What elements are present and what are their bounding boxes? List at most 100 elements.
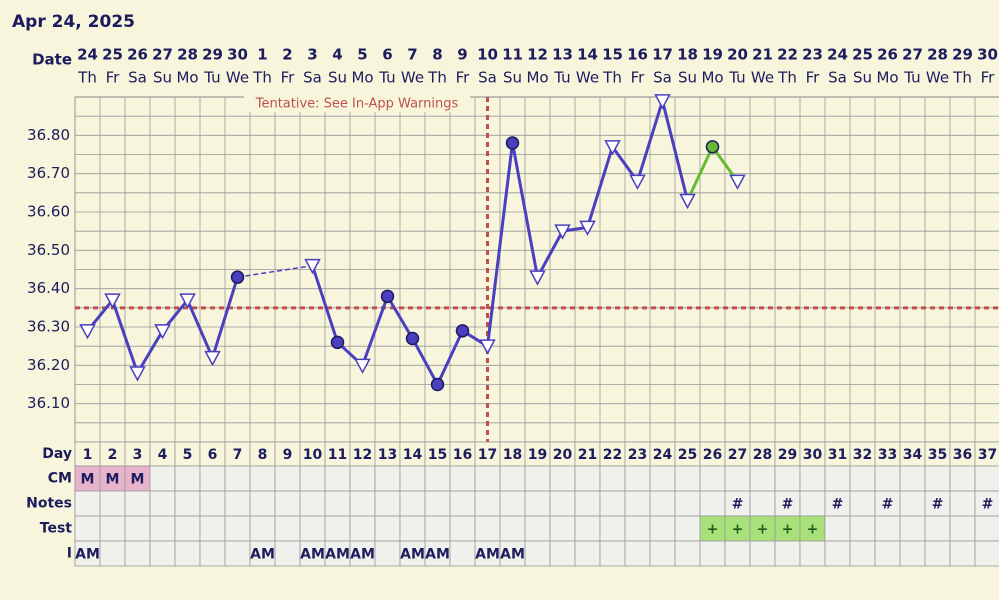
temp-point bbox=[179, 293, 196, 309]
date-label: 28 bbox=[927, 46, 948, 64]
cell-text: # bbox=[982, 497, 994, 513]
line-segment bbox=[586, 146, 614, 228]
table-cell bbox=[949, 465, 976, 492]
table-cell bbox=[374, 515, 401, 542]
table-cell bbox=[899, 540, 926, 567]
date-label: 26 bbox=[127, 46, 148, 64]
date-label: 25 bbox=[102, 46, 123, 64]
table-cell bbox=[824, 515, 851, 542]
weekday-label: Mo bbox=[351, 69, 373, 87]
table-cell bbox=[749, 490, 776, 517]
weekday-label: Fr bbox=[806, 69, 821, 87]
cell-text: 16 bbox=[453, 447, 472, 463]
table-cell bbox=[349, 490, 376, 517]
cell-text: 4 bbox=[158, 447, 168, 463]
cell-text: 12 bbox=[353, 447, 372, 463]
table-cell bbox=[174, 540, 201, 567]
table-cell bbox=[174, 465, 201, 492]
weekday-label: Th bbox=[777, 69, 797, 87]
temp-point bbox=[679, 193, 696, 210]
row-label: I bbox=[67, 546, 72, 562]
line-segment bbox=[111, 299, 139, 374]
chart-date-title: Apr 24, 2025 bbox=[12, 12, 135, 32]
table-cell bbox=[299, 465, 326, 492]
date-label: 10 bbox=[477, 46, 498, 64]
weekday-label: Fr bbox=[981, 69, 996, 87]
cell-text: 13 bbox=[378, 447, 397, 463]
table-cell bbox=[424, 465, 451, 492]
date-label: 30 bbox=[227, 46, 248, 64]
table-cell bbox=[124, 515, 151, 542]
y-tick-label: 36.70 bbox=[27, 164, 70, 182]
y-tick-label: 36.60 bbox=[27, 203, 70, 221]
date-label: 17 bbox=[652, 46, 673, 64]
weekday-label: Tu bbox=[903, 69, 920, 87]
table-cell bbox=[949, 515, 976, 542]
weekday-label: Tu bbox=[553, 69, 570, 87]
table-cell bbox=[399, 540, 426, 567]
table-cell bbox=[549, 540, 576, 567]
temp-point bbox=[104, 293, 121, 309]
cell-text: 31 bbox=[828, 447, 847, 463]
table-cell bbox=[524, 465, 551, 492]
date-label: 1 bbox=[257, 46, 267, 64]
table-cell bbox=[124, 540, 151, 567]
date-label: 13 bbox=[552, 46, 573, 64]
table-cell bbox=[724, 441, 751, 467]
table-cell bbox=[799, 465, 826, 492]
cell-text: 10 bbox=[303, 447, 323, 463]
weekday-label: Su bbox=[853, 69, 872, 87]
line-segment bbox=[361, 295, 389, 366]
table-cell bbox=[524, 515, 551, 542]
table-cell bbox=[74, 515, 101, 542]
table-cell bbox=[274, 515, 301, 542]
temp-point bbox=[604, 140, 621, 156]
table-cell bbox=[74, 490, 101, 517]
date-label: 14 bbox=[577, 46, 598, 64]
line-segment bbox=[411, 337, 439, 386]
weekday-label: Th bbox=[427, 69, 447, 87]
cell-text: 36 bbox=[953, 447, 972, 463]
table-cell bbox=[874, 515, 901, 542]
table-cell bbox=[849, 515, 876, 542]
date-label: 29 bbox=[952, 46, 973, 64]
table-cell bbox=[599, 515, 626, 542]
table-cell bbox=[199, 515, 226, 542]
weekday-label: Sa bbox=[303, 69, 322, 87]
date-label: 21 bbox=[752, 46, 773, 64]
weekday-label: We bbox=[576, 69, 599, 87]
table-cell bbox=[174, 515, 201, 542]
table-cell bbox=[249, 515, 276, 542]
table-cell bbox=[249, 490, 276, 517]
table-cell bbox=[424, 490, 451, 517]
table-cell bbox=[399, 490, 426, 517]
weekday-label: Th bbox=[77, 69, 97, 87]
cell-text: + bbox=[757, 522, 769, 538]
table-cell bbox=[224, 465, 251, 492]
table-cell bbox=[149, 465, 176, 492]
table-cell bbox=[674, 465, 701, 492]
date-label: 25 bbox=[852, 46, 873, 64]
weekday-label: Mo bbox=[701, 69, 723, 87]
date-label: 18 bbox=[677, 46, 698, 64]
cell-text: 11 bbox=[328, 447, 347, 463]
weekday-label: Fr bbox=[631, 69, 646, 87]
table-cell bbox=[374, 490, 401, 517]
line-segment bbox=[486, 142, 514, 347]
row-label: Notes bbox=[26, 496, 72, 512]
cell-text: AM bbox=[400, 547, 425, 563]
cell-text: # bbox=[932, 497, 944, 513]
weekday-label: We bbox=[401, 69, 424, 87]
temp-point bbox=[629, 174, 646, 190]
cell-text: + bbox=[807, 522, 819, 538]
table-cell bbox=[224, 441, 251, 467]
weekday-label: Mo bbox=[176, 69, 198, 87]
temp-point bbox=[129, 366, 146, 382]
table-cell bbox=[574, 540, 601, 567]
table-cell bbox=[474, 441, 501, 467]
table-cell bbox=[299, 515, 326, 542]
date-label: 4 bbox=[332, 46, 342, 64]
cell-text: 35 bbox=[928, 447, 947, 463]
temp-point bbox=[304, 258, 321, 275]
cell-text: # bbox=[882, 497, 894, 513]
